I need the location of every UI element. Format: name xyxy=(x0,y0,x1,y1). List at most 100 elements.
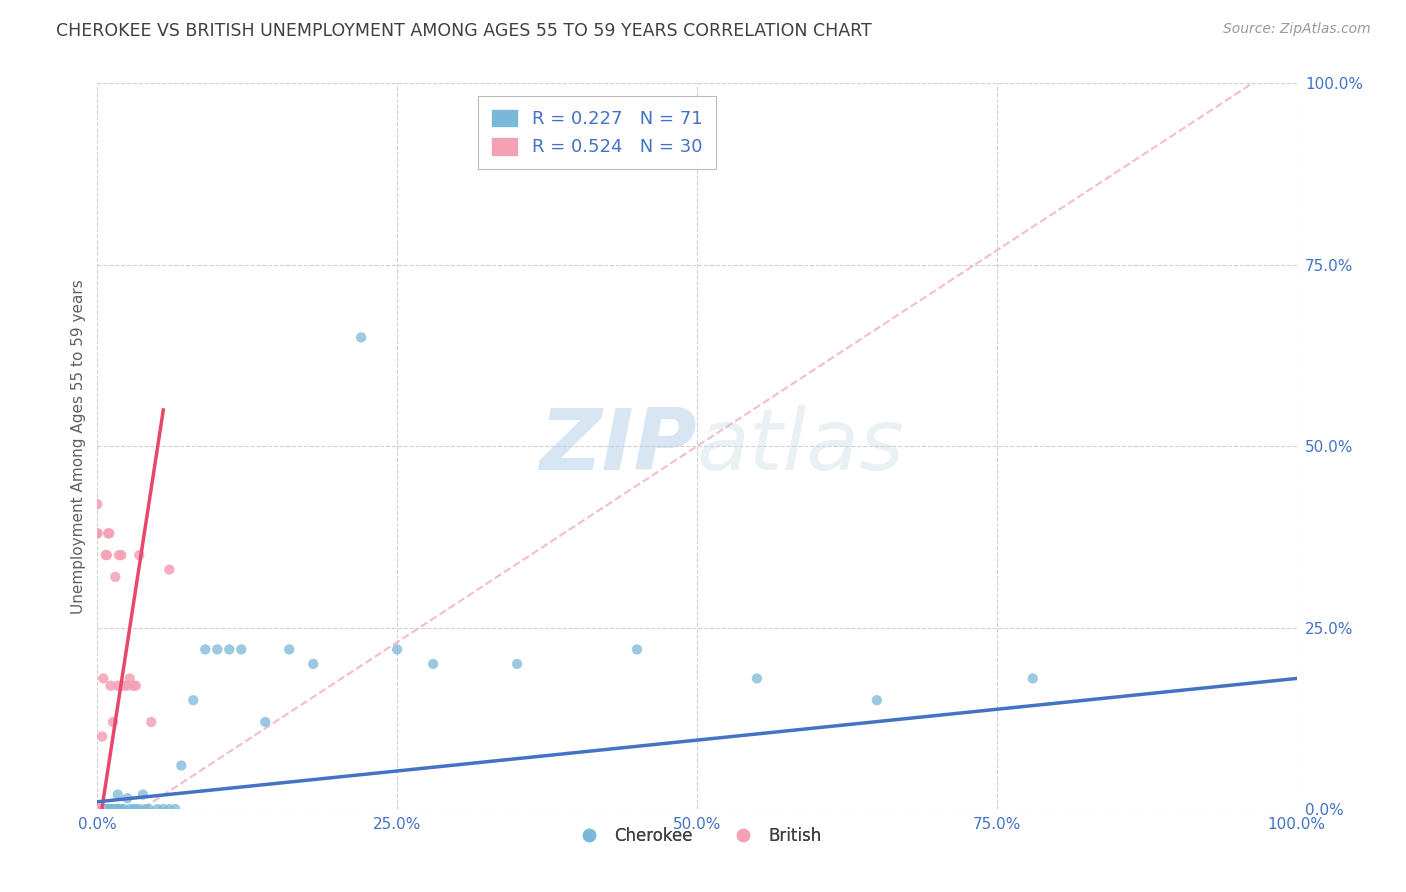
Point xyxy=(122,679,145,693)
Point xyxy=(128,802,150,816)
Point xyxy=(194,642,217,657)
Point xyxy=(97,802,120,816)
Point xyxy=(117,679,139,693)
Point xyxy=(98,802,121,816)
Point xyxy=(132,788,155,802)
Point xyxy=(98,526,121,541)
Point xyxy=(146,802,169,816)
Point xyxy=(93,802,115,816)
Point xyxy=(866,693,889,707)
Point xyxy=(100,802,122,816)
Point xyxy=(100,802,122,816)
Point xyxy=(86,802,108,816)
Point xyxy=(104,802,127,816)
Point xyxy=(181,693,204,707)
Point xyxy=(110,548,132,562)
Point xyxy=(86,802,108,816)
Point xyxy=(86,802,108,816)
Point xyxy=(207,642,229,657)
Point xyxy=(128,548,150,562)
Point xyxy=(165,802,187,816)
Point xyxy=(86,802,108,816)
Point xyxy=(86,802,108,816)
Point xyxy=(254,714,277,729)
Point xyxy=(91,802,114,816)
Point xyxy=(107,679,129,693)
Point xyxy=(86,802,108,816)
Point xyxy=(86,802,108,816)
Point xyxy=(86,802,108,816)
Y-axis label: Unemployment Among Ages 55 to 59 years: Unemployment Among Ages 55 to 59 years xyxy=(72,279,86,614)
Point xyxy=(86,802,108,816)
Point xyxy=(152,802,174,816)
Point xyxy=(350,330,373,344)
Point xyxy=(138,802,160,816)
Point xyxy=(112,679,135,693)
Point xyxy=(134,802,156,816)
Point xyxy=(1022,672,1045,686)
Point xyxy=(125,802,148,816)
Point xyxy=(231,642,253,657)
Point xyxy=(86,802,108,816)
Point xyxy=(96,548,118,562)
Point xyxy=(278,642,301,657)
Point xyxy=(385,642,408,657)
Point xyxy=(105,802,128,816)
Point xyxy=(101,802,124,816)
Text: ZIP: ZIP xyxy=(540,405,697,488)
Point xyxy=(86,802,108,816)
Point xyxy=(90,802,112,816)
Text: Source: ZipAtlas.com: Source: ZipAtlas.com xyxy=(1223,22,1371,37)
Point xyxy=(86,802,108,816)
Point xyxy=(94,548,117,562)
Point xyxy=(122,802,145,816)
Point xyxy=(108,802,131,816)
Point xyxy=(93,802,115,816)
Point xyxy=(110,802,132,816)
Point xyxy=(626,642,648,657)
Point xyxy=(218,642,240,657)
Point xyxy=(86,526,108,541)
Point xyxy=(506,657,529,671)
Point xyxy=(86,802,108,816)
Point xyxy=(86,802,108,816)
Point xyxy=(170,758,193,772)
Point xyxy=(94,802,117,816)
Text: atlas: atlas xyxy=(697,405,905,488)
Point xyxy=(86,802,108,816)
Point xyxy=(86,802,108,816)
Point xyxy=(86,802,108,816)
Text: CHEROKEE VS BRITISH UNEMPLOYMENT AMONG AGES 55 TO 59 YEARS CORRELATION CHART: CHEROKEE VS BRITISH UNEMPLOYMENT AMONG A… xyxy=(56,22,872,40)
Point xyxy=(96,802,118,816)
Point xyxy=(89,802,111,816)
Point xyxy=(90,802,112,816)
Point xyxy=(97,526,120,541)
Point xyxy=(118,802,141,816)
Point xyxy=(86,802,108,816)
Point xyxy=(93,802,115,816)
Point xyxy=(86,802,108,816)
Point xyxy=(86,802,108,816)
Point xyxy=(98,802,121,816)
Point xyxy=(86,497,108,511)
Point xyxy=(91,730,114,744)
Point xyxy=(86,802,108,816)
Point xyxy=(157,802,180,816)
Point xyxy=(104,570,127,584)
Point xyxy=(90,802,112,816)
Point xyxy=(157,563,180,577)
Point xyxy=(422,657,444,671)
Point xyxy=(745,672,768,686)
Point xyxy=(101,714,124,729)
Point xyxy=(107,788,129,802)
Point xyxy=(86,802,108,816)
Point xyxy=(302,657,325,671)
Point xyxy=(141,714,163,729)
Point xyxy=(108,548,131,562)
Point xyxy=(118,672,141,686)
Legend: Cherokee, British: Cherokee, British xyxy=(567,820,828,852)
Point xyxy=(112,802,135,816)
Point xyxy=(93,672,115,686)
Point xyxy=(117,791,139,805)
Point xyxy=(100,679,122,693)
